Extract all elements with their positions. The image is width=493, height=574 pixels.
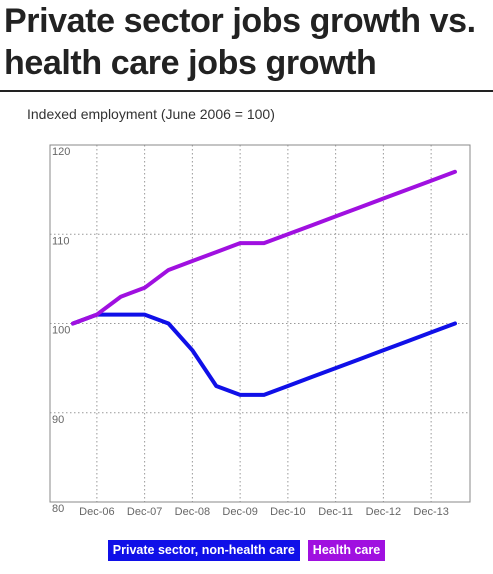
y-tick-label: 120 xyxy=(52,146,70,158)
series-lines xyxy=(71,169,457,397)
x-tick-label: Dec-13 xyxy=(413,506,448,518)
y-tick-label: 90 xyxy=(52,414,64,426)
x-tick-label: Dec-09 xyxy=(222,506,257,518)
legend-item-private-sector: Private sector, non-health care xyxy=(107,540,300,561)
x-axis-ticks: Dec-06 Dec-07 Dec-08 Dec-09 Dec-10 Dec-11 Dec-… xyxy=(79,506,449,518)
x-tick-label: Dec-07 xyxy=(127,506,162,518)
chart-subtitle: Indexed employment (June 2006 = 100) xyxy=(27,106,275,122)
series-line-private-sector xyxy=(71,312,457,397)
y-axis-ticks: 80 90 100 110 120 xyxy=(52,146,70,515)
series-line-health-care xyxy=(71,169,457,326)
legend-item-health-care: Health care xyxy=(307,540,386,561)
x-tick-label: Dec-11 xyxy=(318,506,353,518)
plot-frame xyxy=(49,144,471,503)
title-divider xyxy=(0,90,493,92)
x-tick-label: Dec-06 xyxy=(79,506,114,518)
y-tick-label: 110 xyxy=(52,235,70,247)
y-tick-label: 80 xyxy=(52,503,64,515)
legend: Private sector, non-health care Health ca… xyxy=(0,540,493,561)
x-tick-label: Dec-12 xyxy=(366,506,401,518)
x-tick-label: Dec-10 xyxy=(270,506,305,518)
x-tick-label: Dec-08 xyxy=(175,506,210,518)
chart-title: Private sector jobs growth vs. health ca… xyxy=(4,2,476,82)
y-tick-label: 100 xyxy=(52,325,70,337)
grid-lines xyxy=(50,144,470,502)
